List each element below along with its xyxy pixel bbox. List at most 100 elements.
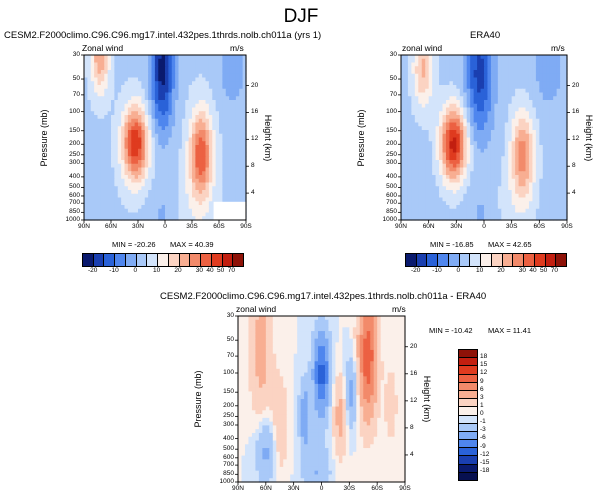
heatmap-cell	[121, 103, 126, 109]
heatmap-cell	[202, 115, 207, 120]
heatmap-cell	[202, 122, 207, 127]
heatmap-cell	[181, 111, 186, 116]
heatmap-cell	[439, 118, 444, 124]
heatmap-cell	[171, 186, 176, 191]
heatmap-cell	[421, 126, 426, 131]
heatmap-cell	[290, 327, 295, 332]
heatmap-cell	[421, 58, 426, 64]
heatmap-cell	[232, 85, 237, 90]
heatmap-cell	[276, 338, 281, 344]
heatmap-cell	[331, 365, 337, 370]
heatmap-cell	[363, 323, 368, 328]
heatmap-cell	[445, 73, 451, 79]
heatmap-cell	[232, 77, 237, 82]
heatmap-cell	[504, 130, 509, 135]
heatmap-cell	[439, 141, 444, 146]
heatmap-cell	[549, 111, 554, 116]
heatmap-cell	[188, 58, 193, 64]
heatmap-cell	[459, 70, 464, 75]
heatmap-cell	[87, 156, 92, 161]
heatmap-cell	[532, 208, 537, 214]
heatmap-cell	[158, 190, 163, 195]
heatmap-cell	[432, 126, 437, 131]
heatmap-cell	[100, 201, 105, 206]
heatmap-cell	[480, 100, 485, 105]
heatmap-cell	[242, 141, 247, 146]
heatmap-cell	[238, 349, 243, 355]
heatmap-cell	[439, 133, 444, 139]
heatmap-cell	[168, 201, 173, 206]
heatmap-cell	[114, 156, 119, 161]
heatmap-cell	[148, 62, 153, 67]
heatmap-cell	[508, 208, 513, 214]
heatmap-cell	[84, 107, 88, 112]
heatmap-cell	[546, 122, 551, 127]
heatmap-cell	[380, 342, 385, 347]
heatmap-cell	[241, 319, 246, 325]
heatmap-cell	[504, 100, 509, 105]
heatmap-cell	[232, 193, 237, 199]
heatmap-cell	[556, 111, 561, 116]
heatmap-cell	[411, 66, 416, 71]
heatmap-cell	[297, 331, 302, 336]
heatmap-cell	[387, 323, 392, 328]
heatmap-cell	[321, 357, 326, 362]
heatmap-cell	[208, 182, 213, 187]
heatmap-cell	[198, 62, 203, 67]
heatmap-cell	[131, 118, 136, 124]
heatmap-cell	[335, 323, 340, 328]
heatmap-cell	[504, 197, 509, 202]
heatmap-cell	[532, 182, 537, 187]
heatmap-cell	[473, 216, 478, 221]
heatmap-cell	[497, 133, 502, 139]
heatmap-cell	[286, 346, 291, 351]
heatmap-cell	[181, 156, 186, 161]
heatmap-cell	[131, 130, 136, 135]
heatmap-cell	[542, 111, 547, 116]
heatmap-cell	[542, 216, 547, 221]
heatmap-cell	[154, 70, 159, 75]
heatmap-cell	[442, 85, 447, 90]
heatmap-cell	[134, 88, 139, 94]
heatmap-cell	[185, 133, 190, 139]
heatmap-cell	[463, 58, 468, 64]
heatmap-cell	[407, 145, 412, 150]
heatmap-cell	[212, 55, 217, 60]
heatmap-cell	[532, 115, 537, 120]
heatmap-cell	[107, 190, 112, 195]
heatmap-cell	[175, 66, 180, 71]
heatmap-cell	[484, 58, 489, 64]
heatmap-cell	[414, 88, 419, 94]
heatmap-cell	[473, 208, 478, 214]
heatmap-cell	[229, 133, 234, 139]
heatmap-cell	[141, 167, 146, 172]
heatmap-cell	[546, 107, 551, 112]
heatmap-cell	[401, 160, 406, 165]
heatmap-cell	[324, 319, 330, 325]
heatmap-cell	[532, 133, 537, 139]
heatmap-cell	[144, 186, 149, 191]
heatmap-cell	[104, 58, 109, 64]
heatmap-cell	[181, 118, 186, 124]
heatmap-cell	[111, 193, 115, 199]
heatmap-cell	[525, 175, 530, 180]
heatmap-cell	[127, 58, 132, 64]
heatmap-cell	[161, 145, 166, 150]
heatmap-cell	[553, 77, 558, 82]
heatmap-cell	[370, 365, 375, 370]
heatmap-cell	[373, 338, 378, 344]
heatmap-cell	[175, 141, 180, 146]
heatmap-cell	[219, 175, 223, 180]
heatmap-cell	[272, 316, 277, 321]
heatmap-cell	[311, 334, 316, 340]
heatmap-cell	[470, 216, 475, 221]
heatmap-cell	[185, 111, 190, 116]
heatmap-cell	[532, 160, 537, 165]
heatmap-cell	[225, 55, 230, 60]
heatmap-cell	[269, 357, 274, 362]
heatmap-cell	[345, 342, 350, 347]
heatmap-cell	[100, 96, 105, 101]
heatmap-cell	[124, 175, 129, 180]
heatmap-cell	[324, 338, 330, 344]
heatmap-cell	[276, 365, 281, 370]
